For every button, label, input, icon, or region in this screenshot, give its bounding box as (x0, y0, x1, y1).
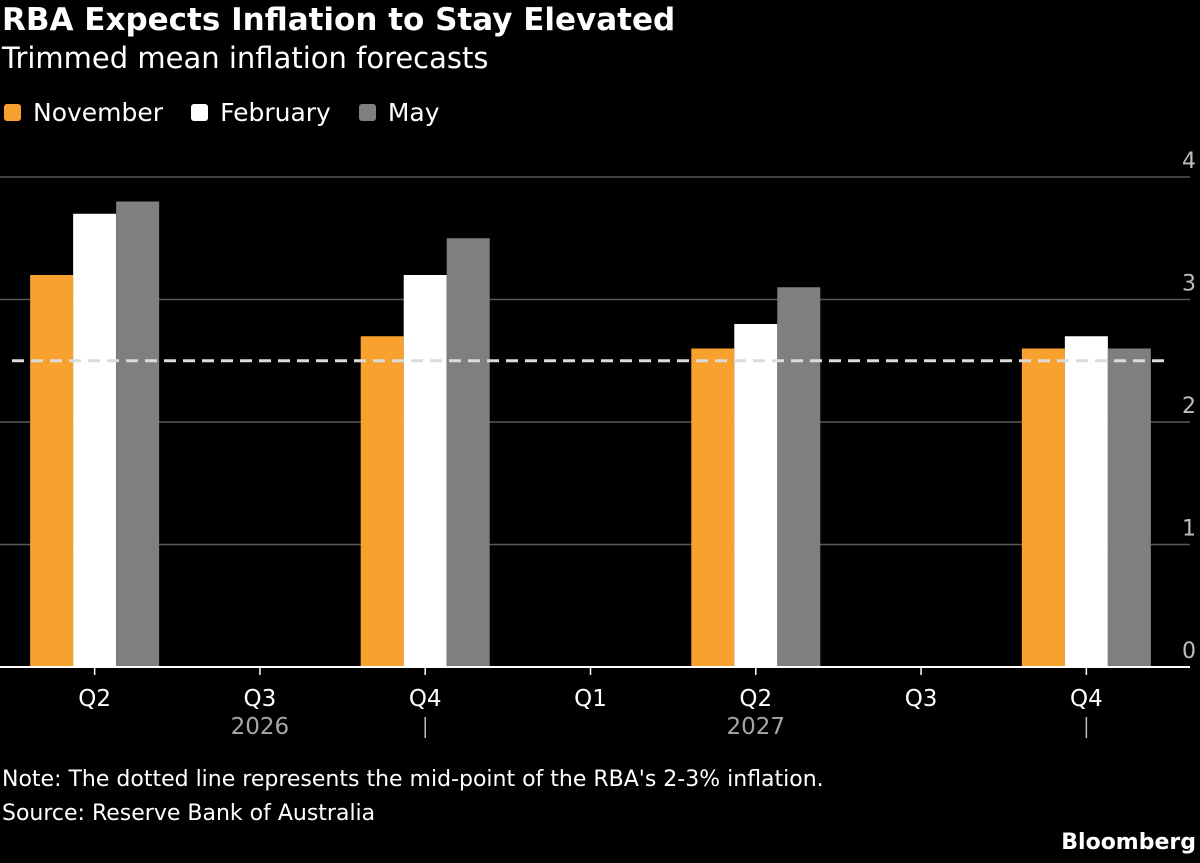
chart-subtitle: Trimmed mean inflation forecasts (2, 41, 489, 75)
bloomberg-logo: Bloomberg (1061, 830, 1196, 855)
x-tick-label: Q3 (244, 686, 277, 712)
bar-february-q2 (734, 324, 778, 667)
year-label: 2026 (231, 714, 290, 740)
x-tick-label: Q2 (739, 686, 772, 712)
bar-february-q4 (403, 275, 447, 667)
bar-may-q2 (777, 287, 821, 667)
chart-note: Note: The dotted line represents the mid… (2, 767, 824, 792)
year-label: 2027 (727, 714, 786, 740)
x-tick-label: Q1 (574, 686, 607, 712)
bar-november-q4 (1021, 348, 1065, 667)
legend-swatch-november (4, 104, 21, 121)
y-tick-label: 1 (1182, 517, 1196, 542)
legend-item-november: November (4, 98, 163, 127)
bar-february-q4 (1064, 336, 1108, 667)
legend-item-may: May (358, 98, 440, 127)
y-tick-label: 3 (1182, 272, 1196, 297)
bar-february-q2 (73, 213, 117, 667)
x-tick-label: Q4 (409, 686, 442, 712)
legend-swatch-february (191, 104, 209, 121)
bar-may-q4 (1107, 348, 1151, 667)
legend: November February May (4, 98, 468, 127)
y-tick-label: 4 (1182, 149, 1196, 174)
x-tick-label: Q4 (1070, 686, 1103, 712)
bar-may-q4 (446, 238, 490, 667)
bar-november-q4 (360, 336, 404, 667)
legend-swatch-may (358, 104, 376, 121)
bar-november-q2 (691, 348, 735, 667)
legend-item-february: February (191, 98, 331, 127)
chart-title: RBA Expects Inflation to Stay Elevated (2, 2, 676, 38)
legend-label-may: May (387, 98, 440, 127)
y-tick-label: 0 (1182, 639, 1196, 664)
x-tick-label: Q2 (78, 686, 111, 712)
x-tick-label: Q3 (905, 686, 938, 712)
legend-label-february: February (220, 98, 331, 127)
y-tick-label: 2 (1182, 394, 1196, 419)
bar-november-q2 (30, 275, 74, 667)
legend-label-november: November (33, 98, 164, 127)
chart-source: Source: Reserve Bank of Australia (2, 801, 376, 826)
bar-may-q2 (116, 201, 160, 667)
